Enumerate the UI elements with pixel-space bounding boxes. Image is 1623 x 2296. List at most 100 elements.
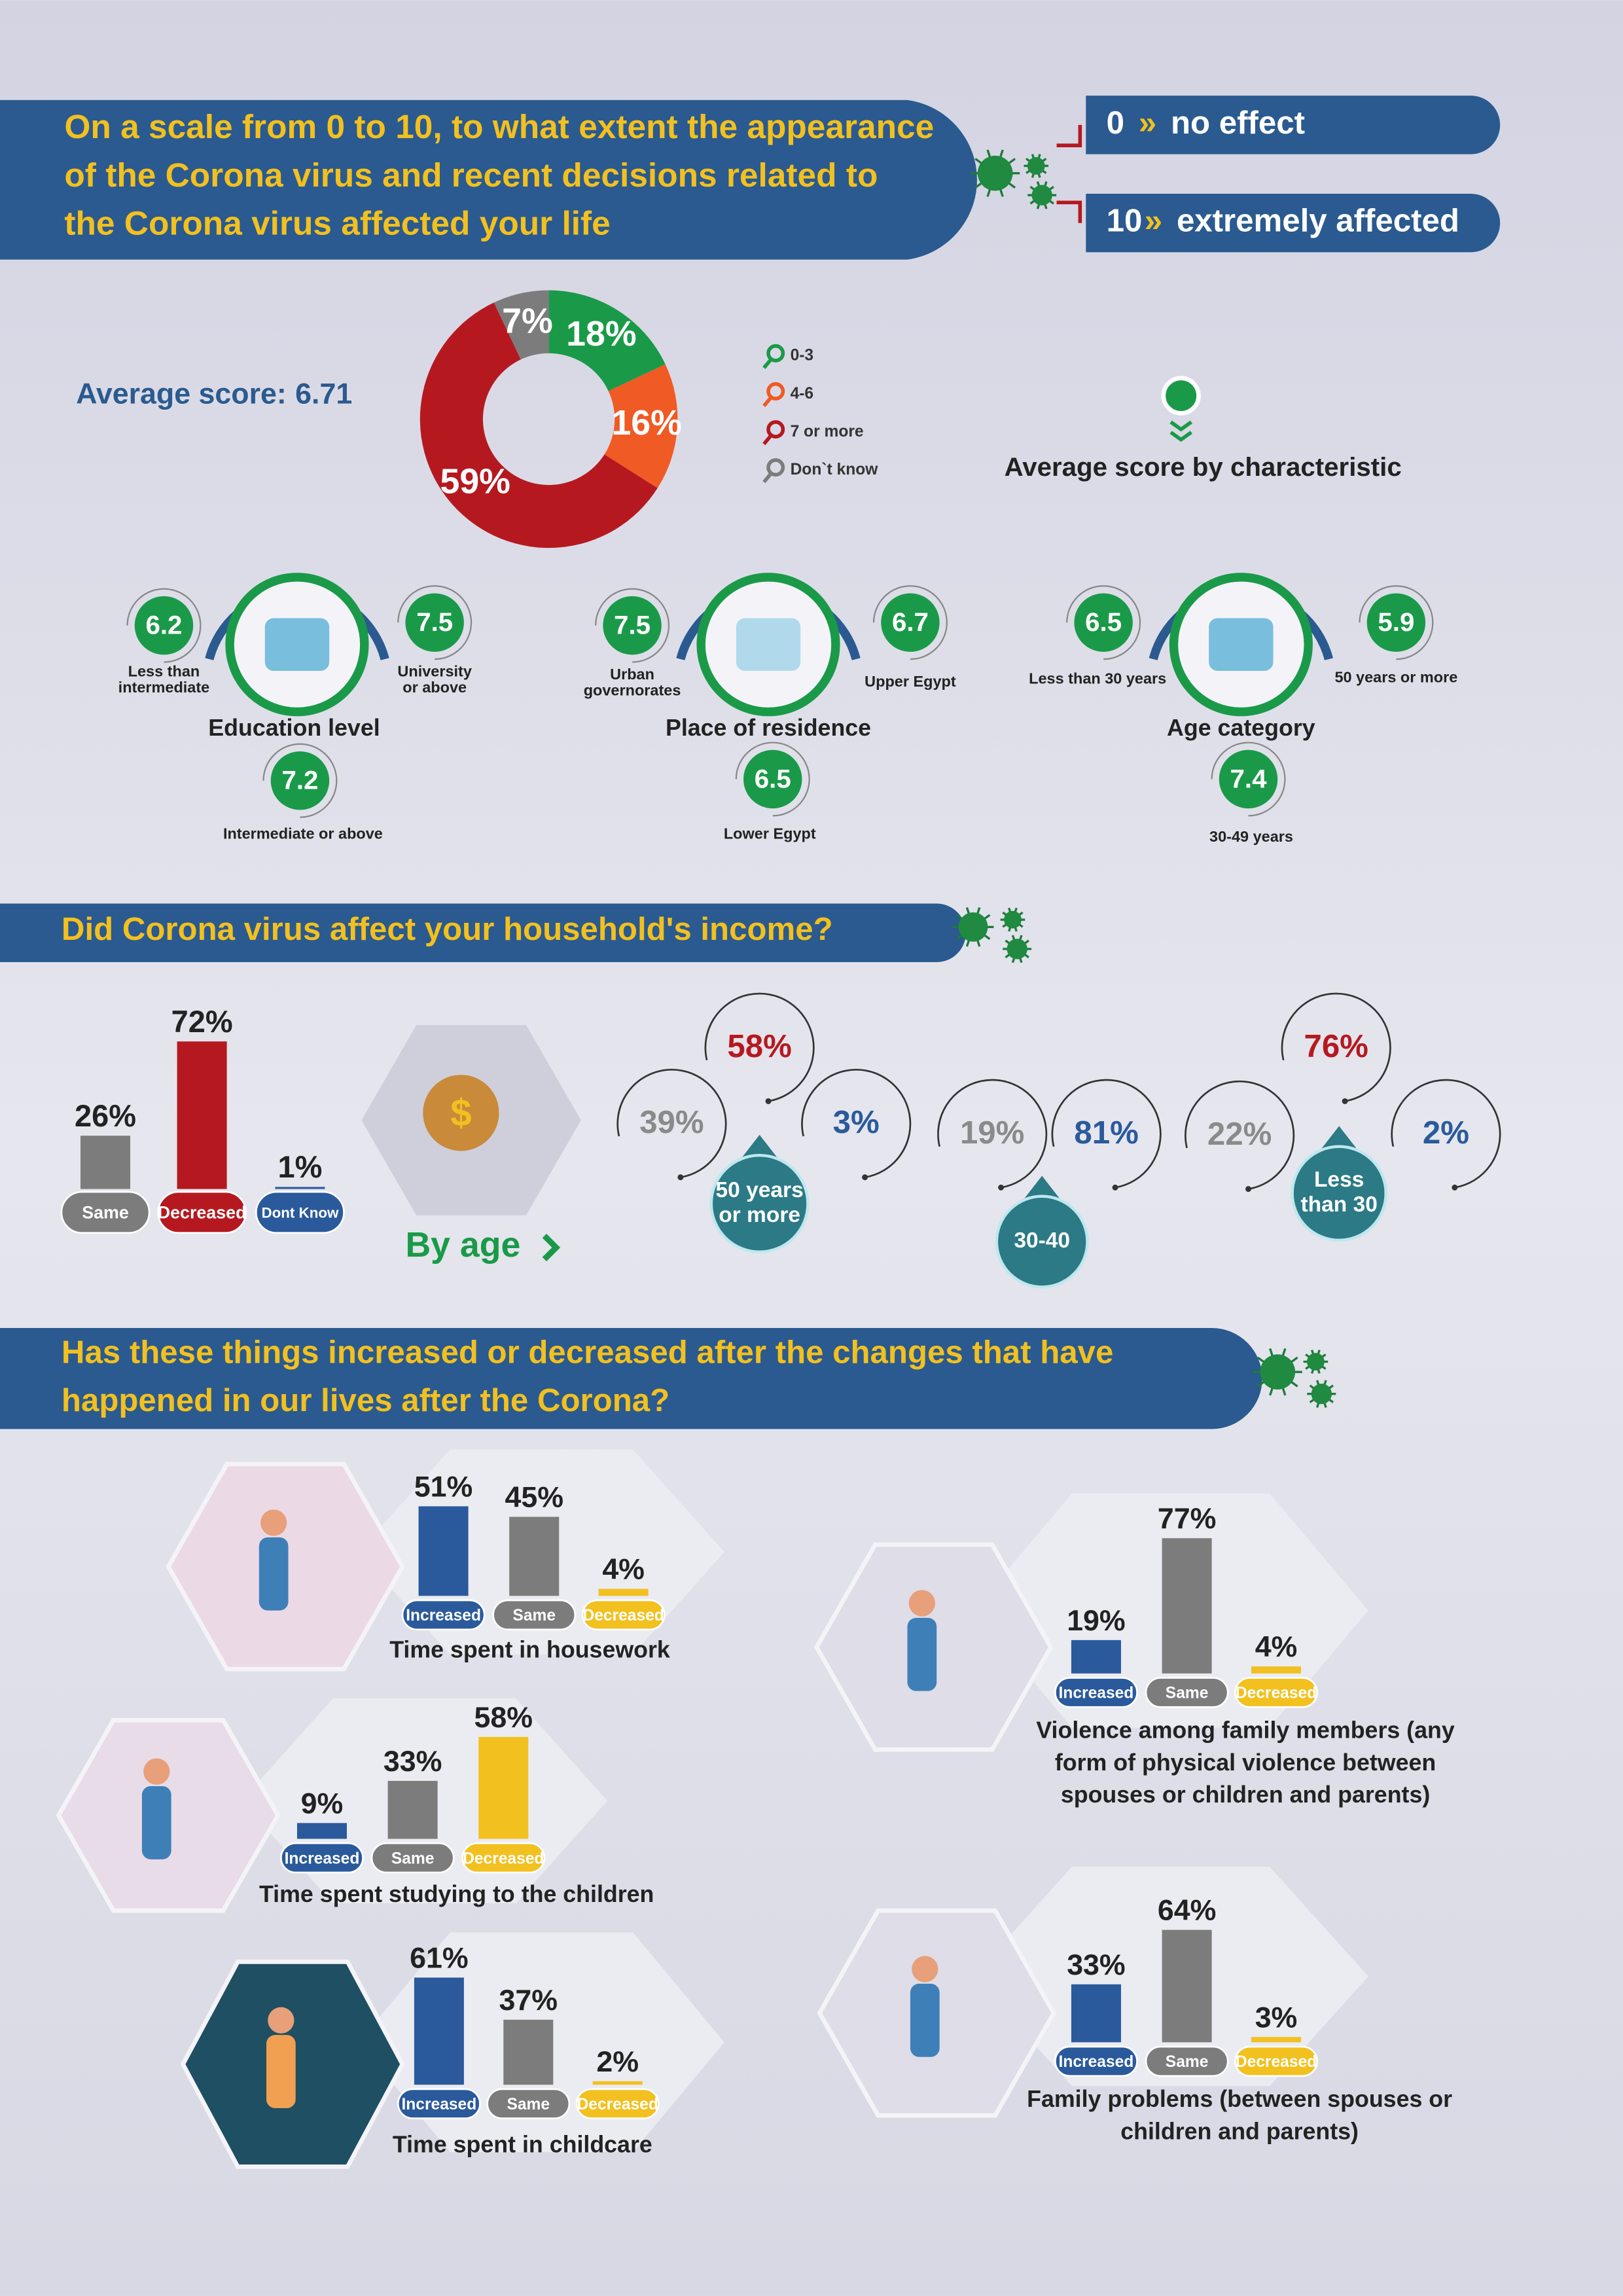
age-ring-end [998, 1184, 1005, 1191]
bar-value-label: 26% [75, 1098, 136, 1133]
header-title: happened in our lives after the Corona? [62, 1382, 669, 1418]
category-pill-label: Same [82, 1203, 129, 1223]
age-ring-end [1452, 1184, 1458, 1191]
age-ring [704, 992, 815, 1102]
category-pill [492, 1599, 577, 1631]
age-value-label: 76% [1304, 1028, 1368, 1064]
legend-icon [766, 458, 785, 477]
group-icon [1209, 618, 1274, 671]
age-drop [1318, 1126, 1360, 1153]
virus [977, 155, 1013, 191]
donut-label: 18% [566, 314, 636, 353]
scale-value: 0 [1107, 105, 1124, 141]
category-pill [1054, 2045, 1138, 2077]
item-value: 6.7 [892, 607, 929, 637]
chart-title: Time spent studying to the children [259, 1881, 654, 1907]
person-icon-head [268, 2007, 294, 2034]
chart-title: spouses or children and parents) [1061, 1782, 1430, 1808]
category-pill [1145, 1677, 1229, 1708]
header-title: Has these things increased or decreased … [62, 1334, 1113, 1370]
virus [1260, 1354, 1296, 1390]
chart-title: Time spent in childcare [393, 2132, 652, 2158]
category-pill [280, 1842, 364, 1874]
average-score: Average score: 6.71 [76, 378, 352, 410]
header-bar [0, 903, 966, 962]
bar-value-label: 33% [1067, 1949, 1126, 1981]
bar-value-label: 3% [1255, 2001, 1298, 2034]
category-pill-label: Same [512, 1607, 556, 1624]
category-pill-label: Increased [285, 1850, 360, 1867]
bar-value-label: 9% [301, 1787, 344, 1820]
item-circle [603, 596, 662, 655]
category-pill-label: Increased [401, 2096, 476, 2113]
bar [80, 1136, 131, 1189]
item-circle [1074, 593, 1133, 652]
age-value-label: 39% [639, 1104, 704, 1140]
item-ring [735, 742, 810, 817]
bar [418, 1506, 469, 1596]
person-icon-body [266, 2035, 296, 2108]
legend-icon-stem [762, 357, 773, 369]
bar [1071, 1640, 1121, 1674]
item-circle [405, 593, 464, 652]
bar [1251, 2037, 1302, 2043]
age-badge-label: or more [719, 1203, 800, 1227]
bar-value-label: 58% [474, 1702, 533, 1734]
bar [503, 2019, 554, 2085]
category-pill [370, 1842, 455, 1874]
average-value: 6.71 [295, 378, 352, 410]
category-pill-label: Decreased [463, 1850, 544, 1867]
pin-icon [1161, 376, 1201, 416]
category-pill-label: Decreased [582, 1607, 664, 1624]
category-pill [397, 2088, 481, 2119]
item-ring [1211, 742, 1286, 817]
age-ring-end [862, 1174, 868, 1181]
chart-title: Violence among family members (any [1036, 1717, 1454, 1744]
item-label: or above [402, 679, 467, 696]
age-badge [1291, 1145, 1387, 1242]
donut-label: 59% [440, 462, 510, 501]
category-pill-label: Increased [406, 1607, 481, 1624]
item-ring [872, 585, 948, 660]
person-icon-body [259, 1537, 289, 1611]
age-ring-end [1245, 1186, 1251, 1193]
chart-title: Family problems (between spouses or [1027, 2086, 1452, 2112]
legend-label: Don`t know [791, 461, 879, 478]
item-ring [1359, 585, 1434, 660]
person-icon-head [143, 1758, 170, 1785]
category-pill-label: Decreased [1236, 2053, 1317, 2071]
virus [1311, 1384, 1332, 1405]
category-pill [401, 1599, 486, 1631]
bar [177, 1041, 227, 1189]
bar-value-label: 33% [383, 1746, 442, 1778]
item-ring [595, 588, 670, 663]
pin-chevron [1169, 420, 1192, 442]
chart-title: form of physical violence between [1055, 1749, 1436, 1776]
chart-title: Time spent in housework [389, 1637, 670, 1663]
category-pill [157, 1191, 247, 1234]
category-pill [461, 1842, 546, 1874]
scale-box [1086, 96, 1501, 154]
group-icon [736, 618, 801, 671]
item-label: Urban [610, 666, 654, 683]
donut-label: 7% [502, 301, 553, 340]
item-value: 7.5 [416, 607, 453, 637]
bar [598, 1588, 649, 1596]
person-icon-body [910, 1983, 940, 2057]
money-icon-sign: $ [450, 1092, 471, 1134]
item-label: Less than [128, 662, 200, 679]
age-badge-label: 30-40 [1014, 1229, 1070, 1253]
scale-connector [1056, 124, 1082, 147]
item-label: Less than 30 years [1029, 670, 1166, 687]
age-value-label: 2% [1423, 1115, 1469, 1151]
legend-icon [766, 382, 785, 401]
bar-value-label: 64% [1158, 1895, 1217, 1927]
by-age-chevron [542, 1234, 561, 1262]
category-pill-label: Increased [1059, 2053, 1134, 2071]
item-ring [1066, 585, 1141, 660]
age-ring [1281, 992, 1391, 1102]
item-circle [1366, 593, 1426, 652]
age-value-label: 22% [1207, 1116, 1272, 1152]
virus [1306, 1353, 1325, 1371]
